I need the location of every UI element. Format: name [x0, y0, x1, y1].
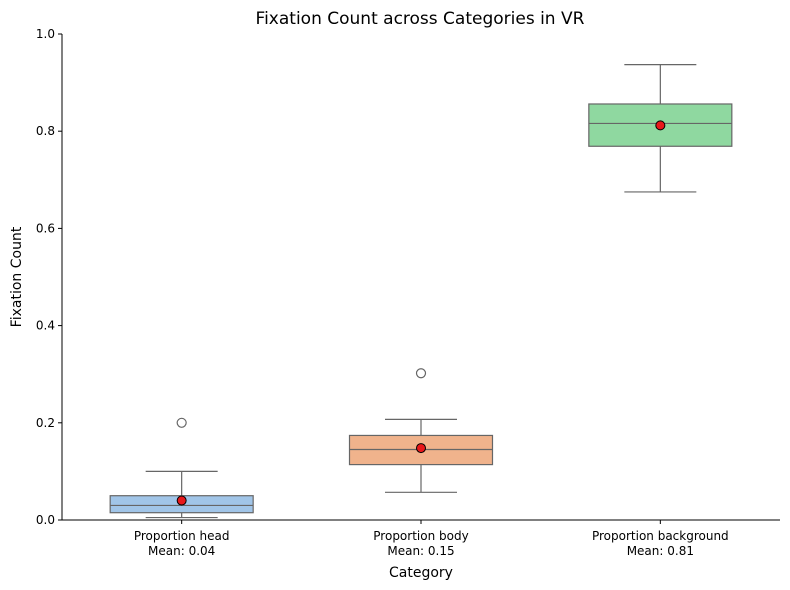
outlier-point — [176, 417, 187, 428]
x-axis-label: Category — [389, 565, 453, 581]
mean-label: Mean: 0.04 — [148, 544, 215, 558]
y-tick-label: 0.2 — [36, 416, 55, 430]
mean-marker — [655, 120, 666, 131]
mean-marker — [176, 495, 187, 506]
y-tick-label: 0.0 — [36, 513, 55, 527]
x-tick-label: Proportion background — [592, 529, 729, 543]
y-tick-label: 1.0 — [36, 27, 55, 41]
y-tick-label: 0.4 — [36, 319, 55, 333]
x-tick-label: Proportion head — [134, 529, 230, 543]
x-tick-label: Proportion body — [373, 529, 468, 543]
chart-title: Fixation Count across Categories in VR — [256, 9, 585, 29]
mean-label: Mean: 0.81 — [627, 544, 694, 558]
mean-marker — [416, 443, 426, 454]
mean-label: Mean: 0.15 — [387, 544, 454, 558]
y-tick-label: 0.8 — [36, 124, 55, 138]
outlier-point — [415, 368, 427, 379]
y-axis-label: Fixation Count — [9, 226, 25, 327]
y-tick-label: 0.6 — [36, 221, 55, 235]
